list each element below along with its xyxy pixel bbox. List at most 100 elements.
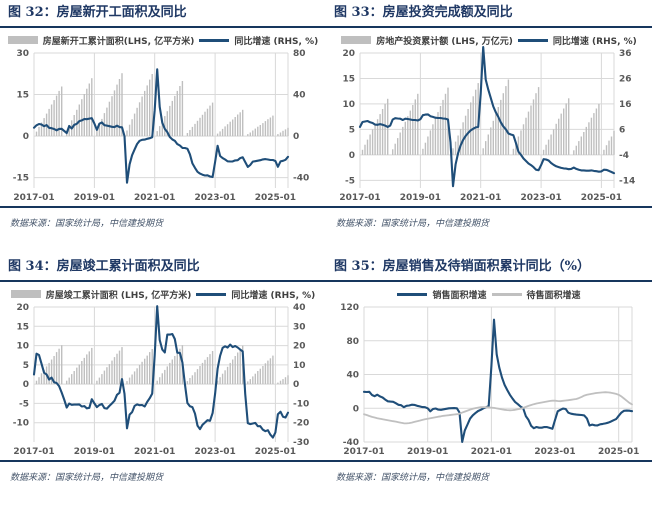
svg-text:20: 20 <box>16 303 29 313</box>
fig34-legend: 房屋竣工累计面积 (LHS, 亿平方米) 同比增速 (RHS, %) <box>0 286 326 302</box>
svg-text:-14: -14 <box>619 176 635 186</box>
svg-text:-5: -5 <box>345 176 355 186</box>
svg-text:16: 16 <box>619 100 632 110</box>
svg-text:30: 30 <box>293 322 306 332</box>
legend-line-swatch <box>397 292 428 296</box>
svg-text:0: 0 <box>23 380 29 390</box>
report-figure-grid: 图 32：房屋新开工面积及同比 图 33：房屋投资完成额及同比 房屋新开工累计面… <box>0 0 652 492</box>
fig32-legend: 房屋新开工累计面积(LHS, 亿平方米) 同比增速 (RHS, %) <box>0 32 326 48</box>
fig35-source-note: 数据来源：国家统计局，中信建投期货 <box>336 473 490 483</box>
svg-text:2025-01: 2025-01 <box>598 447 639 457</box>
fig33-chart-canvas: 20 15 10 5 0 -5 36 26 16 6 -4 -14 2017-01 2019-01 2021… <box>339 46 635 203</box>
svg-text:80: 80 <box>293 49 306 59</box>
legend-label: 同比增速 (RHS, %) <box>234 36 319 47</box>
svg-text:40: 40 <box>346 371 359 381</box>
source-row-top: 数据来源：国家统计局，中信建投期货 数据来源：国家统计局，中信建投期货 <box>0 208 652 238</box>
legend-line-swatch <box>517 38 548 42</box>
fig34-panel: 房屋竣工累计面积 (LHS, 亿平方米) 同比增速 (RHS, %) 20 15 10… <box>0 282 326 460</box>
svg-text:15: 15 <box>16 91 29 101</box>
svg-text:15: 15 <box>16 322 29 332</box>
svg-text:0: 0 <box>353 404 359 414</box>
fig34-title: 图 34：房屋竣工累计面积及同比 <box>8 259 200 274</box>
svg-text:2017-01: 2017-01 <box>343 447 384 457</box>
legend-line-swatch <box>199 38 230 42</box>
svg-text:2019-01: 2019-01 <box>74 447 115 457</box>
svg-text:2017-01: 2017-01 <box>339 193 380 203</box>
svg-text:40: 40 <box>293 91 306 101</box>
fig33-legend: 房地产投资累计额 (LHS, 万亿元) 同比增速 (RHS, %) <box>326 32 652 48</box>
svg-text:10: 10 <box>16 342 29 352</box>
svg-text:2023-01: 2023-01 <box>534 447 575 457</box>
svg-text:2025-01: 2025-01 <box>581 193 622 203</box>
legend-bar-swatch <box>341 36 372 44</box>
svg-text:0: 0 <box>23 132 29 142</box>
fig34-source-note: 数据来源：国家统计局，中信建投期货 <box>10 473 164 483</box>
fig35-title: 图 35：房屋销售及待销面积累计同比（%） <box>334 259 590 274</box>
legend-bar-swatch <box>7 36 38 44</box>
legend-line-swatch <box>196 292 227 296</box>
fig32-source-note: 数据来源：国家统计局，中信建投期货 <box>10 219 164 229</box>
title-row-top: 图 32：房屋新开工面积及同比 图 33：房屋投资完成额及同比 <box>0 0 652 26</box>
title-divider-top <box>0 26 652 28</box>
svg-text:2023-01: 2023-01 <box>520 193 561 203</box>
svg-text:26: 26 <box>619 75 632 85</box>
svg-text:2023-01: 2023-01 <box>194 193 235 203</box>
legend-label: 同比增速 (RHS, %) <box>231 290 316 301</box>
chart-row-top: 房屋新开工累计面积(LHS, 亿平方米) 同比增速 (RHS, %) 30 15 0 -… <box>0 28 652 206</box>
chart-row-bottom: 房屋竣工累计面积 (LHS, 亿平方米) 同比增速 (RHS, %) 20 15 10… <box>0 282 652 460</box>
title-row-bottom: 图 34：房屋竣工累计面积及同比 图 35：房屋销售及待销面积累计同比（%） <box>0 254 652 280</box>
svg-text:2025-01: 2025-01 <box>255 193 296 203</box>
svg-text:6: 6 <box>619 125 625 135</box>
svg-text:0: 0 <box>293 380 299 390</box>
fig33-title: 图 33：房屋投资完成额及同比 <box>334 5 513 20</box>
svg-text:10: 10 <box>293 361 306 371</box>
svg-text:40: 40 <box>293 303 306 313</box>
svg-text:-5: -5 <box>19 399 29 409</box>
legend-line-swatch <box>491 292 522 296</box>
svg-text:-10: -10 <box>13 419 29 429</box>
svg-text:10: 10 <box>342 100 355 110</box>
title-divider-bottom <box>0 280 652 282</box>
svg-text:2021-01: 2021-01 <box>460 193 501 203</box>
svg-text:-30: -30 <box>293 438 309 448</box>
legend-label: 待售面积增速 <box>526 290 581 301</box>
svg-text:2017-01: 2017-01 <box>13 193 54 203</box>
svg-text:20: 20 <box>293 342 306 352</box>
svg-text:-20: -20 <box>293 419 309 429</box>
legend-bar-swatch <box>10 290 41 298</box>
source-row-bottom: 数据来源：国家统计局，中信建投期货 数据来源：国家统计局，中信建投期货 <box>0 462 652 492</box>
fig35-panel: 销售面积增速 待售面积增速 120 80 40 0 -40 2017-01 2019-01 20… <box>326 282 652 460</box>
svg-text:-4: -4 <box>619 151 629 161</box>
legend-label: 房地产投资累计额 (LHS, 万亿元) <box>376 36 513 47</box>
svg-text:2021-01: 2021-01 <box>134 193 175 203</box>
legend-label: 房屋新开工累计面积(LHS, 亿平方米) <box>42 36 195 47</box>
svg-text:2019-01: 2019-01 <box>407 447 448 457</box>
svg-text:5: 5 <box>349 125 355 135</box>
svg-text:80: 80 <box>346 337 359 347</box>
svg-text:30: 30 <box>16 49 29 59</box>
svg-text:36: 36 <box>619 49 632 59</box>
legend-label: 销售面积增速 <box>432 290 487 301</box>
svg-text:-15: -15 <box>13 174 29 184</box>
fig32-title: 图 32：房屋新开工面积及同比 <box>8 5 187 20</box>
row-spacer <box>0 238 652 254</box>
legend-label: 房屋竣工累计面积 (LHS, 亿平方米) <box>45 290 192 301</box>
svg-text:5: 5 <box>23 361 29 371</box>
svg-text:-10: -10 <box>293 399 309 409</box>
svg-text:-40: -40 <box>293 174 309 184</box>
svg-text:2021-01: 2021-01 <box>471 447 512 457</box>
svg-text:-40: -40 <box>343 438 359 448</box>
fig32-chart-canvas: 30 15 0 -15 80 40 0 -40 2017-01 2019-01 2021-01 202… <box>13 49 310 203</box>
svg-text:2021-01: 2021-01 <box>134 447 175 457</box>
svg-text:120: 120 <box>340 303 359 313</box>
legend-label: 同比增速 (RHS, %) <box>552 36 637 47</box>
svg-text:20: 20 <box>342 49 355 59</box>
svg-text:15: 15 <box>342 75 355 85</box>
fig35-legend: 销售面积增速 待售面积增速 <box>326 286 652 302</box>
fig33-source-note: 数据来源：国家统计局，中信建投期货 <box>336 219 490 229</box>
svg-text:2019-01: 2019-01 <box>400 193 441 203</box>
source-divider-top <box>0 206 652 208</box>
svg-text:2017-01: 2017-01 <box>13 447 54 457</box>
svg-text:0: 0 <box>293 132 299 142</box>
